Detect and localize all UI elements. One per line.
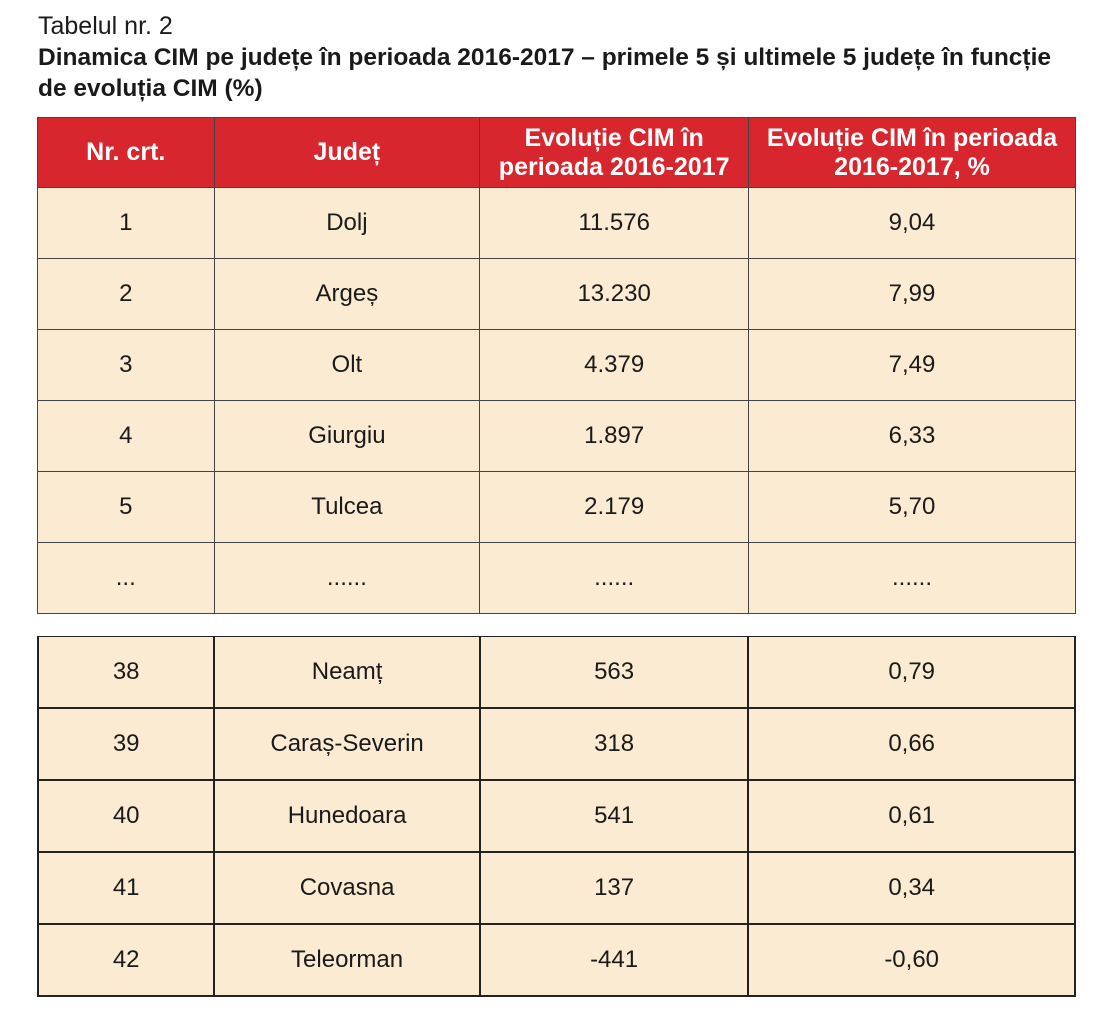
- cell-procent: 0,66: [747, 707, 1076, 781]
- table-row: 40 Hunedoara 541 0,61: [36, 779, 1076, 853]
- table-row: 4 Giurgiu 1.897 6,33: [37, 400, 1076, 472]
- cell-nr: 2: [37, 258, 215, 330]
- cell-judet: Olt: [213, 329, 481, 401]
- cell-evolutie: 4.379: [479, 329, 750, 401]
- cell-evolutie: 137: [478, 851, 750, 925]
- ellipsis-row: ... ...... ...... ......: [37, 542, 1076, 614]
- cell-nr: 39: [36, 707, 216, 781]
- cell-evolutie: 2.179: [479, 471, 750, 543]
- table-row: 3 Olt 4.379 7,49: [37, 329, 1076, 401]
- cell-judet: Dolj: [213, 187, 481, 259]
- cell-judet: Neamț: [213, 636, 481, 709]
- table-header-row: Nr. crt. Județ Evoluție CIM în perioada …: [37, 117, 1076, 188]
- cell-evolutie: ......: [479, 542, 750, 614]
- cell-judet: Teleorman: [213, 923, 481, 997]
- table-row: 1 Dolj 11.576 9,04: [37, 187, 1076, 259]
- cell-evolutie: 318: [478, 707, 750, 781]
- bottom-counties-table: 38 Neamț 563 0,79 39 Caraș-Severin 318 0…: [36, 636, 1076, 997]
- cell-procent: 0,34: [747, 851, 1076, 925]
- cell-judet: ......: [213, 542, 481, 614]
- cell-judet: Caraș-Severin: [213, 707, 481, 781]
- table-label: Tabelul nr. 2: [38, 12, 173, 40]
- cell-evolutie: 11.576: [479, 187, 750, 259]
- cell-nr: 1: [37, 187, 215, 259]
- cell-procent: 5,70: [748, 471, 1076, 543]
- cell-evolutie: 1.897: [479, 400, 750, 472]
- cell-procent: 7,49: [748, 329, 1076, 401]
- table-title: Dinamica CIM pe județe în perioada 2016-…: [38, 44, 1052, 102]
- header-judet: Județ: [213, 117, 481, 188]
- header-evolutie-cim-percent: Evoluție CIM în perioada 2016-2017, %: [748, 117, 1076, 188]
- header-evolutie-cim: Evoluție CIM în perioada 2016-2017: [479, 117, 750, 188]
- table-row: 2 Argeș 13.230 7,99: [37, 258, 1076, 330]
- cell-nr: 38: [36, 636, 216, 709]
- cell-procent: 9,04: [748, 187, 1076, 259]
- cell-evolutie: 13.230: [479, 258, 750, 330]
- cell-procent: 7,99: [748, 258, 1076, 330]
- cell-judet: Argeș: [213, 258, 481, 330]
- cell-procent: 0,79: [747, 636, 1076, 709]
- cell-judet: Tulcea: [213, 471, 481, 543]
- cell-procent: ......: [748, 542, 1076, 614]
- top-counties-table: Nr. crt. Județ Evoluție CIM în perioada …: [37, 117, 1076, 614]
- cell-nr: 42: [36, 923, 216, 997]
- cell-judet: Giurgiu: [213, 400, 481, 472]
- cell-evolutie: 563: [478, 636, 750, 709]
- cell-procent: -0,60: [747, 923, 1076, 997]
- cell-procent: 6,33: [748, 400, 1076, 472]
- cell-evolutie: -441: [478, 923, 750, 997]
- cell-procent: 0,61: [747, 779, 1076, 853]
- table-row: 38 Neamț 563 0,79: [36, 636, 1076, 709]
- cell-nr: 41: [36, 851, 216, 925]
- cell-judet: Covasna: [213, 851, 481, 925]
- header-nr-crt: Nr. crt.: [37, 117, 215, 188]
- table-row: 5 Tulcea 2.179 5,70: [37, 471, 1076, 543]
- cell-nr: 3: [37, 329, 215, 401]
- cell-evolutie: 541: [478, 779, 750, 853]
- cell-judet: Hunedoara: [213, 779, 481, 853]
- table-row: 41 Covasna 137 0,34: [36, 851, 1076, 925]
- cell-nr: 40: [36, 779, 216, 853]
- cell-nr: 4: [37, 400, 215, 472]
- cell-nr: ...: [37, 542, 215, 614]
- table-row: 39 Caraș-Severin 318 0,66: [36, 707, 1076, 781]
- table-row: 42 Teleorman -441 -0,60: [36, 923, 1076, 997]
- cell-nr: 5: [37, 471, 215, 543]
